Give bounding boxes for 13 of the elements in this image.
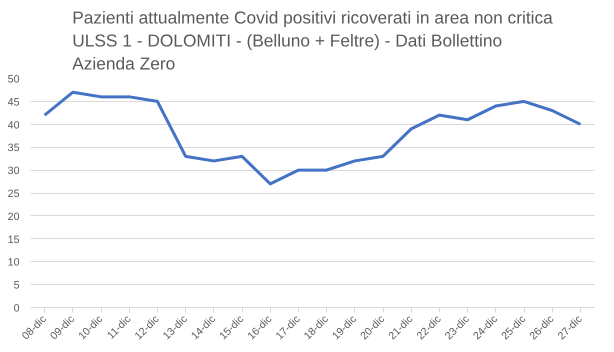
y-tick-label: 40 — [8, 119, 20, 132]
y-tick-label: 10 — [8, 256, 20, 269]
y-tick-label: 25 — [8, 188, 20, 200]
y-tick-label: 15 — [8, 234, 20, 246]
y-tick-label: 50 — [8, 74, 20, 86]
y-tick-label: 20 — [8, 210, 20, 223]
y-tick-label: 5 — [14, 280, 20, 292]
line-series — [43, 90, 582, 186]
y-tick-label: 35 — [8, 142, 20, 154]
y-tick-label: 0 — [14, 302, 20, 314]
y-tick-label: 45 — [8, 96, 20, 108]
chart-title: Pazienti attualmente Covid positivi ricoverati in area non critica ULSS 1 - DOLOMITI - (Belluno + Feltre) - Dati Bollettino Azienda Zero — [72, 8, 554, 74]
y-tick-label: 30 — [8, 165, 20, 178]
